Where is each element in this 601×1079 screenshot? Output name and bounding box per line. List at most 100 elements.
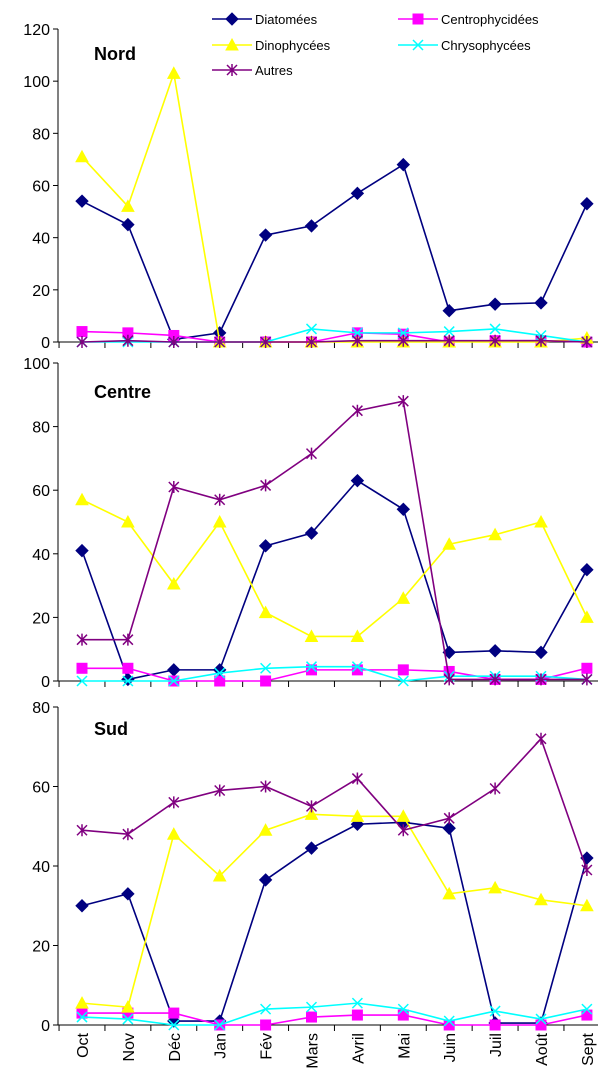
x-tick-label: Juil [488,1033,505,1057]
data-point [76,1011,88,1023]
y-tick-label: 100 [23,74,50,91]
legend-item-chrysophycees: Chrysophycées [398,38,531,53]
data-point [534,296,548,310]
x-axis-labels: Oct Nov Déc Jan Fév Mars Avril Mai Juin Juil Août S… [75,1032,597,1068]
data-point [305,800,318,813]
data-point [75,149,89,163]
data-point [442,303,456,318]
data-point [76,675,88,687]
data-point [260,1003,272,1015]
series-centrophycidees [76,1007,593,1031]
data-point [76,633,88,646]
data-point [121,887,135,901]
data-point [260,662,272,674]
data-point [489,323,501,335]
data-point [76,336,88,348]
y-tick-label: 60 [32,483,50,500]
data-point [442,886,457,900]
data-point [306,1011,317,1023]
series-line [81,499,588,638]
data-point [168,1007,180,1019]
y-tick-label: 0 [41,1018,50,1035]
data-point [443,1015,455,1027]
legend-label: Autres [255,63,293,78]
data-point [166,827,181,840]
data-point [212,868,227,882]
legend-marker [226,64,238,76]
data-point [488,527,502,541]
data-point [351,327,363,339]
data-point [351,997,363,1009]
data-point [534,892,548,906]
data-point [489,1019,501,1031]
data-point [396,591,411,604]
data-point [581,1003,593,1015]
data-point [580,610,594,623]
x-tick-label: Avril [350,1033,367,1064]
data-point [350,186,365,201]
data-point [488,297,502,311]
data-point [168,1019,180,1031]
data-point [304,807,319,820]
series-line [81,1002,588,1026]
panel-title: Centre [94,382,151,402]
data-point [534,645,548,660]
data-point [397,824,409,837]
data-point [305,661,318,673]
data-point [214,675,226,687]
y-tick-label: 40 [32,231,50,248]
data-point [581,863,593,876]
y-tick-label: 100 [23,356,50,373]
legend-label: Chrysophycées [441,38,531,53]
data-point [304,629,319,642]
legend-item-diatomees: Diatomées [212,12,318,27]
data-point [260,1019,272,1031]
y-tick-label: 20 [32,610,50,627]
y-tick-label: 20 [32,939,50,956]
data-point [75,194,89,208]
data-point [260,675,272,687]
series-dinophycees [75,66,594,348]
data-point [351,772,363,785]
data-point [260,780,272,793]
data-point [121,1000,135,1013]
data-point [258,228,273,242]
data-point [168,336,180,348]
data-point [122,828,134,841]
data-point [304,526,319,540]
series-autres [76,395,593,686]
data-point [167,663,181,677]
data-point [488,880,502,894]
data-point [350,809,365,822]
y-tick-label: 80 [32,420,50,437]
data-point [122,675,134,687]
data-point [351,664,363,676]
data-point [76,662,88,674]
panel-sud: 0 20 40 60 80 Sud [32,700,598,1035]
y-tick-label: 40 [32,547,50,564]
data-point [168,796,180,809]
data-point [442,821,456,835]
series-line [82,400,587,681]
legend-marker [412,39,424,51]
data-point [397,395,409,408]
legend-marker [225,37,239,51]
data-point [351,1009,363,1021]
data-point [581,662,593,674]
data-point [76,326,88,338]
data-point [397,334,409,347]
chart-panels: 0 20 40 60 80 100 120 Nord 0 20 40 60 80 100 Centre 0 20… [23,22,598,1035]
series-dinophycees [75,807,594,1013]
data-point [304,841,319,855]
y-tick-label: 80 [32,700,50,717]
data-point [351,404,363,417]
data-point [351,334,363,347]
x-tick-label: Mars [305,1033,322,1069]
data-point [489,334,501,347]
data-point [535,673,547,686]
data-point [489,1005,501,1017]
x-tick-label: Fév [259,1033,276,1060]
data-point [580,562,594,577]
panel-nord: 0 20 40 60 80 100 120 Nord [23,22,598,352]
y-tick-label: 60 [32,780,50,797]
